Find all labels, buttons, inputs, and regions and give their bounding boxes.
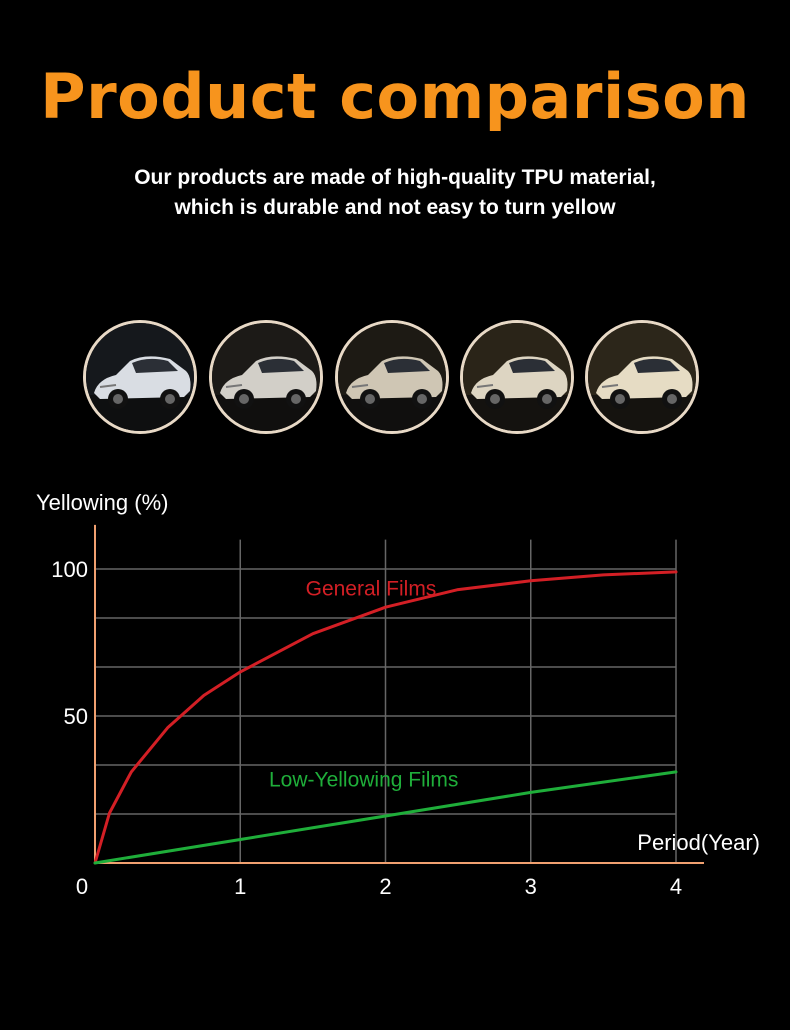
low-yellowing-films-line (93, 770, 678, 865)
low-yellowing-films-label: Low-Yellowing Films (269, 769, 458, 792)
x-tick-label: 2 (379, 874, 391, 899)
x-tick-label: 1 (234, 874, 246, 899)
x-axis-label: Period(Year) (637, 830, 760, 855)
y-axis-label: Yellowing (%) (36, 490, 168, 515)
x-tick-label: 4 (670, 874, 682, 899)
chart-axes (94, 524, 704, 864)
general-films-line (93, 570, 678, 865)
y-tick-label: 50 (64, 704, 88, 729)
car-photo (585, 320, 699, 434)
chart-grid (95, 539, 677, 863)
x-tick-label: 0 (76, 874, 88, 899)
chart-series (93, 570, 678, 865)
car-photo (83, 320, 197, 434)
car-photo (209, 320, 323, 434)
car-photo (335, 320, 449, 434)
general-films-label: General Films (306, 577, 437, 600)
car-photo-strip (0, 320, 790, 440)
car-photo (460, 320, 574, 434)
page-title: Product comparison (40, 60, 750, 133)
x-tick-label: 3 (525, 874, 537, 899)
chart-labels: General Films Low-Yellowing Films 0 1 2 3 4 50 1… (36, 490, 760, 899)
y-tick-label: 100 (51, 557, 88, 582)
subtitle-line-1: Our products are made of high-quality TP… (134, 166, 656, 189)
subtitle-line-2: which is durable and not easy to turn ye… (174, 196, 616, 219)
yellowing-chart: General Films Low-Yellowing Films 0 1 2 3 4 50 1… (36, 490, 760, 899)
